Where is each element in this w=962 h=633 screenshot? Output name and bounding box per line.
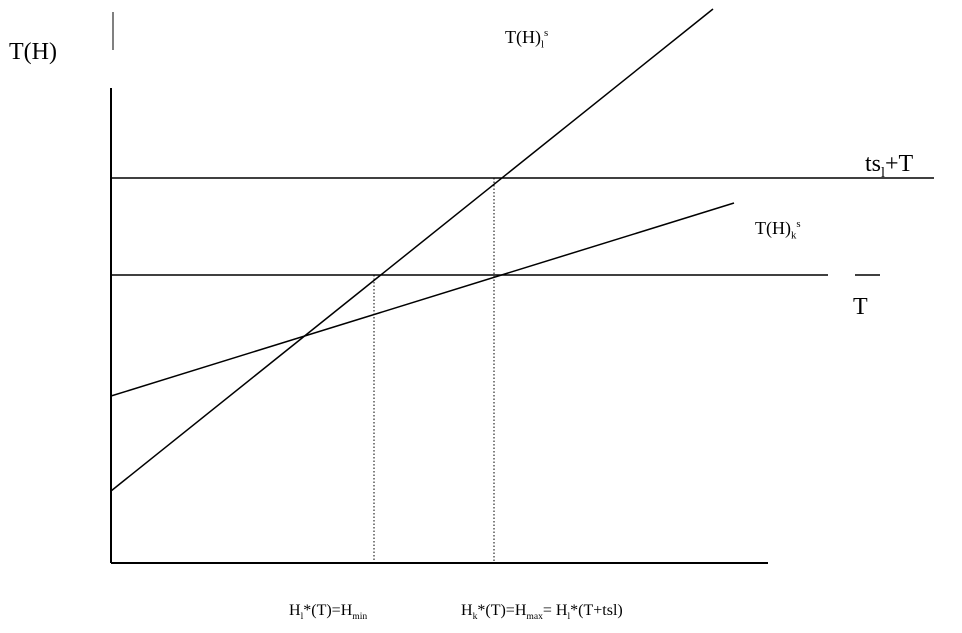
hmin-annotation-p1: H [289,602,301,619]
hmax-annotation-p4: *(T+tsl) [570,602,623,619]
flat-line-label-sub: k [791,230,796,242]
upper-horizontal-label: tsl+T [865,152,913,176]
flat-line-label-sup: s [796,218,800,230]
hmax-annotation: Hk*(T)=Hmax= Hl*(T+tsl) [461,603,623,619]
steep-line-label-base: T(H) [505,27,541,47]
steep-line-label-sub: l [541,39,544,51]
hmax-annotation-p2: *(T)=H [477,602,526,619]
hmin-annotation-p2: *(T)=H [303,602,352,619]
steep-line [111,9,713,491]
flat-line [111,203,734,396]
upper-horizontal-label-base: ts [865,151,881,177]
flat-line-label: T(H)ks [755,219,801,237]
hmax-annotation-p3: = H [543,602,568,619]
hmax-annotation-p1: H [461,602,473,619]
flat-line-label-base: T(H) [755,218,791,238]
hmin-annotation-p2-sub: min [352,611,367,622]
lower-horizontal-label: T [853,295,868,319]
steep-line-label: T(H)ls [505,28,548,46]
y-axis-label: T(H) [9,40,57,64]
hmax-annotation-p2-sub: max [526,611,543,622]
upper-horizontal-label-tail: +T [885,151,913,177]
hmin-annotation: Hl*(T)=Hmin [289,603,367,619]
steep-line-label-sup: s [544,27,548,39]
